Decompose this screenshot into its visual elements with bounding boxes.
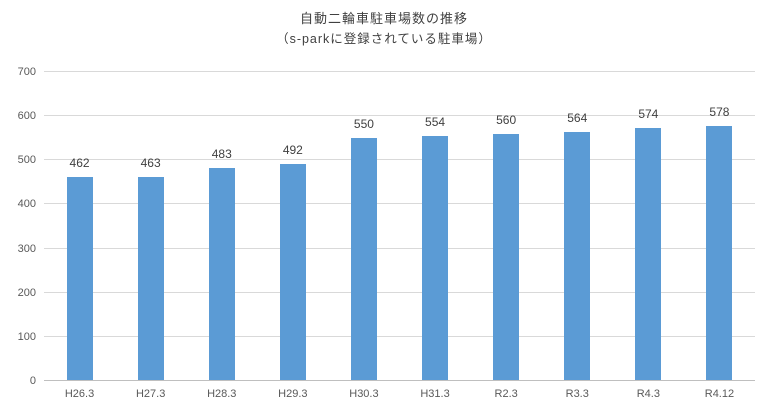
x-tick-label: H31.3 [420, 388, 450, 400]
bar [137, 176, 164, 380]
x-axis-line [44, 380, 755, 381]
gridline [44, 335, 755, 337]
gridline [44, 115, 755, 117]
bar [635, 127, 662, 380]
bar [422, 136, 449, 380]
x-tick-label: H26.3 [64, 388, 95, 400]
y-tick-label: 200 [17, 286, 36, 299]
bar [350, 138, 377, 380]
bar [279, 163, 306, 380]
x-tick-label: H27.3 [135, 388, 166, 400]
data-label: 560 [496, 112, 517, 127]
data-label: 463 [140, 155, 161, 170]
plot-area: 462 463 483 492 550 554 560 564 574 578 [44, 71, 755, 381]
data-label: 550 [353, 117, 374, 132]
data-label: 462 [69, 156, 90, 171]
y-tick-label: 700 [17, 66, 36, 78]
x-tick-label: R3.3 [565, 388, 589, 400]
x-tick-label: H28.3 [207, 388, 237, 400]
y-tick-label: 400 [17, 198, 36, 211]
bar [564, 132, 591, 380]
y-tick-label: 0 [29, 375, 36, 387]
y-axis: 0 100 200 300 400 500 600 700 [0, 66, 36, 387]
gridline [44, 247, 755, 249]
data-label: 578 [709, 104, 730, 119]
bar [208, 167, 235, 380]
data-label: 492 [282, 142, 303, 157]
y-tick-label: 500 [17, 154, 36, 167]
bar [706, 125, 733, 380]
data-label: 564 [567, 111, 588, 126]
y-tick-label: 100 [17, 330, 36, 343]
data-label: 483 [211, 146, 232, 161]
x-tick-label: R4.3 [636, 388, 660, 400]
gridline [44, 159, 755, 161]
x-tick-label: H30.3 [349, 388, 379, 400]
bar [493, 133, 520, 380]
gridline [44, 71, 755, 72]
gridline [44, 291, 755, 293]
x-axis: H26.3 H27.3 H28.3 H29.3 H30.3 H31.3 R2.3 R3.3 R4… [44, 388, 755, 408]
bar [66, 177, 93, 380]
x-tick-label: R2.3 [494, 388, 518, 400]
gridline [44, 203, 755, 205]
y-tick-label: 600 [17, 110, 36, 123]
chart-title: 自動二輪車駐車場数の推移 [299, 11, 468, 26]
y-tick-label: 300 [17, 242, 36, 255]
x-tick-label: R4.12 [704, 388, 735, 400]
x-tick-label: H29.3 [278, 388, 308, 400]
chart-subtitle: （s-parkに登録されている駐車場） [276, 32, 492, 46]
data-label: 574 [638, 106, 659, 121]
data-label: 554 [425, 115, 446, 130]
